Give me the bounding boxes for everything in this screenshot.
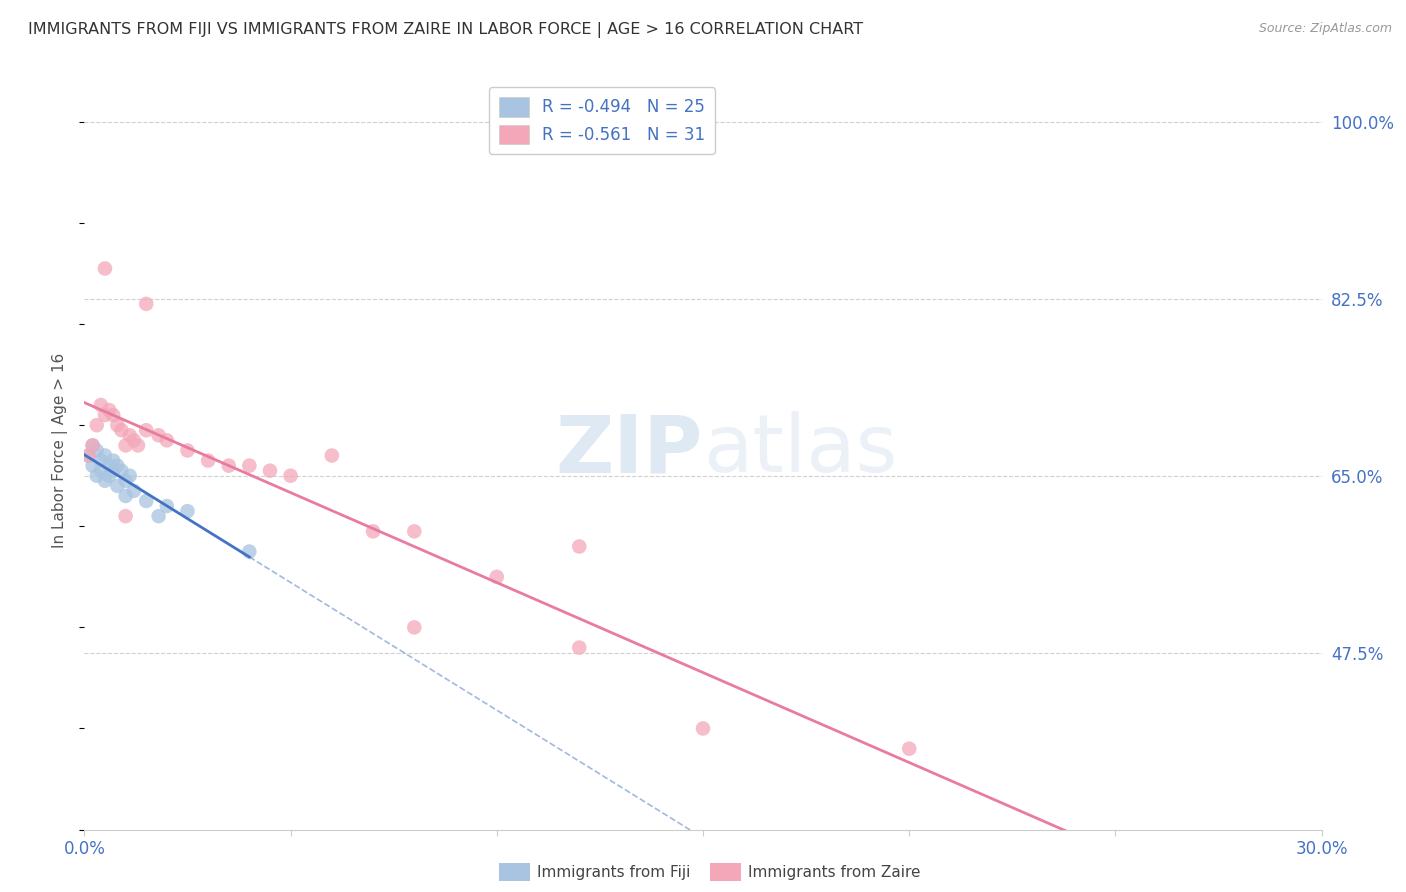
Point	[692, 722, 714, 736]
Point	[118, 468, 141, 483]
Point	[114, 509, 136, 524]
Point	[103, 453, 125, 467]
Point	[86, 443, 108, 458]
Text: Source: ZipAtlas.com: Source: ZipAtlas.com	[1258, 22, 1392, 36]
Point	[103, 464, 125, 478]
Point	[127, 438, 149, 452]
Point	[568, 540, 591, 554]
Point	[156, 434, 179, 448]
Point	[90, 464, 112, 478]
Point	[86, 468, 108, 483]
Point	[105, 479, 128, 493]
Point	[361, 524, 384, 539]
Legend: R = -0.494   N = 25, R = -0.561   N = 31: R = -0.494 N = 25, R = -0.561 N = 31	[489, 87, 716, 154]
Point	[404, 620, 426, 634]
Point	[82, 438, 104, 452]
Point	[98, 458, 121, 473]
Point	[404, 524, 426, 539]
Point	[568, 640, 591, 655]
Point	[110, 464, 132, 478]
Point	[485, 570, 508, 584]
Point	[90, 453, 112, 467]
Point	[82, 438, 104, 452]
Point	[86, 418, 108, 433]
Point	[98, 468, 121, 483]
Y-axis label: In Labor Force | Age > 16: In Labor Force | Age > 16	[52, 353, 69, 548]
Point	[148, 428, 170, 442]
Point	[898, 741, 921, 756]
Point	[118, 428, 141, 442]
Point	[156, 499, 179, 513]
Point	[176, 443, 198, 458]
Point	[135, 297, 157, 311]
Text: atlas: atlas	[703, 411, 897, 490]
Point	[148, 509, 170, 524]
Point	[82, 458, 104, 473]
Point	[259, 464, 281, 478]
Point	[122, 434, 145, 448]
Point	[94, 261, 117, 276]
Point	[77, 449, 100, 463]
Point	[321, 449, 343, 463]
Point	[238, 458, 260, 473]
Point	[94, 449, 117, 463]
Text: Immigrants from Fiji: Immigrants from Fiji	[537, 865, 690, 880]
Point	[122, 483, 145, 498]
Point	[90, 398, 112, 412]
Text: IMMIGRANTS FROM FIJI VS IMMIGRANTS FROM ZAIRE IN LABOR FORCE | AGE > 16 CORRELAT: IMMIGRANTS FROM FIJI VS IMMIGRANTS FROM …	[28, 22, 863, 38]
Point	[218, 458, 240, 473]
Point	[135, 494, 157, 508]
Point	[197, 453, 219, 467]
Point	[176, 504, 198, 518]
Point	[103, 408, 125, 422]
Point	[114, 474, 136, 488]
Text: ZIP: ZIP	[555, 411, 703, 490]
Text: Immigrants from Zaire: Immigrants from Zaire	[748, 865, 921, 880]
Point	[135, 423, 157, 437]
Point	[105, 458, 128, 473]
Point	[110, 423, 132, 437]
Point	[238, 544, 260, 558]
Point	[105, 418, 128, 433]
Point	[280, 468, 302, 483]
Point	[94, 408, 117, 422]
Point	[98, 403, 121, 417]
Point	[114, 438, 136, 452]
Point	[114, 489, 136, 503]
Point	[77, 449, 100, 463]
Point	[94, 474, 117, 488]
